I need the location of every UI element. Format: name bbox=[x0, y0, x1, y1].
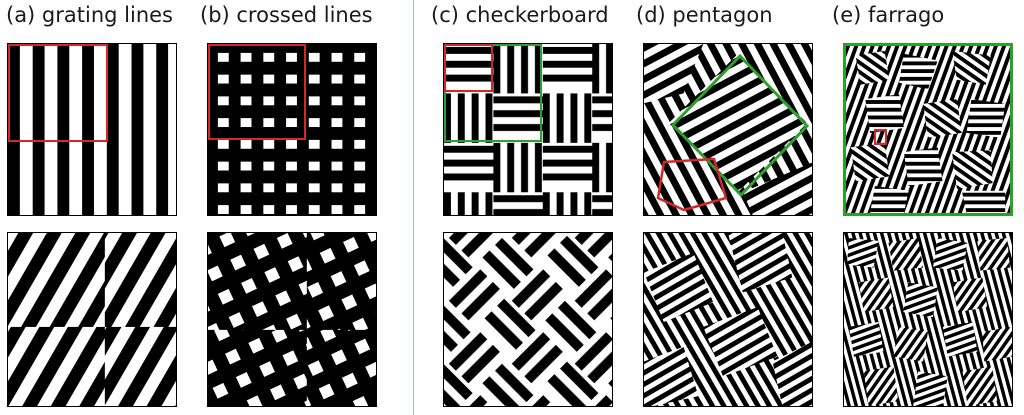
panel-c-label: (c) checkerboard bbox=[431, 3, 609, 27]
farrago-texture-top bbox=[843, 43, 1013, 216]
panel-b-label: (b) crossed lines bbox=[200, 3, 373, 27]
checkerboard-texture-top bbox=[443, 43, 613, 216]
crossed-lines-texture-bottom bbox=[207, 232, 377, 407]
panel-a-label: (a) grating lines bbox=[6, 3, 173, 27]
grating-lines-texture-top bbox=[7, 43, 177, 216]
panel-d-label: (d) pentagon bbox=[636, 3, 773, 27]
grating-lines-texture-bottom bbox=[7, 232, 177, 407]
pentagon-texture-top bbox=[643, 43, 813, 216]
group-divider bbox=[413, 0, 414, 415]
checkerboard-texture-bottom bbox=[443, 232, 613, 407]
panel-e-label: (e) farrago bbox=[832, 3, 945, 27]
farrago-texture-bottom bbox=[843, 232, 1013, 407]
pentagon-texture-bottom bbox=[643, 232, 813, 407]
crossed-lines-texture-top bbox=[207, 43, 377, 216]
